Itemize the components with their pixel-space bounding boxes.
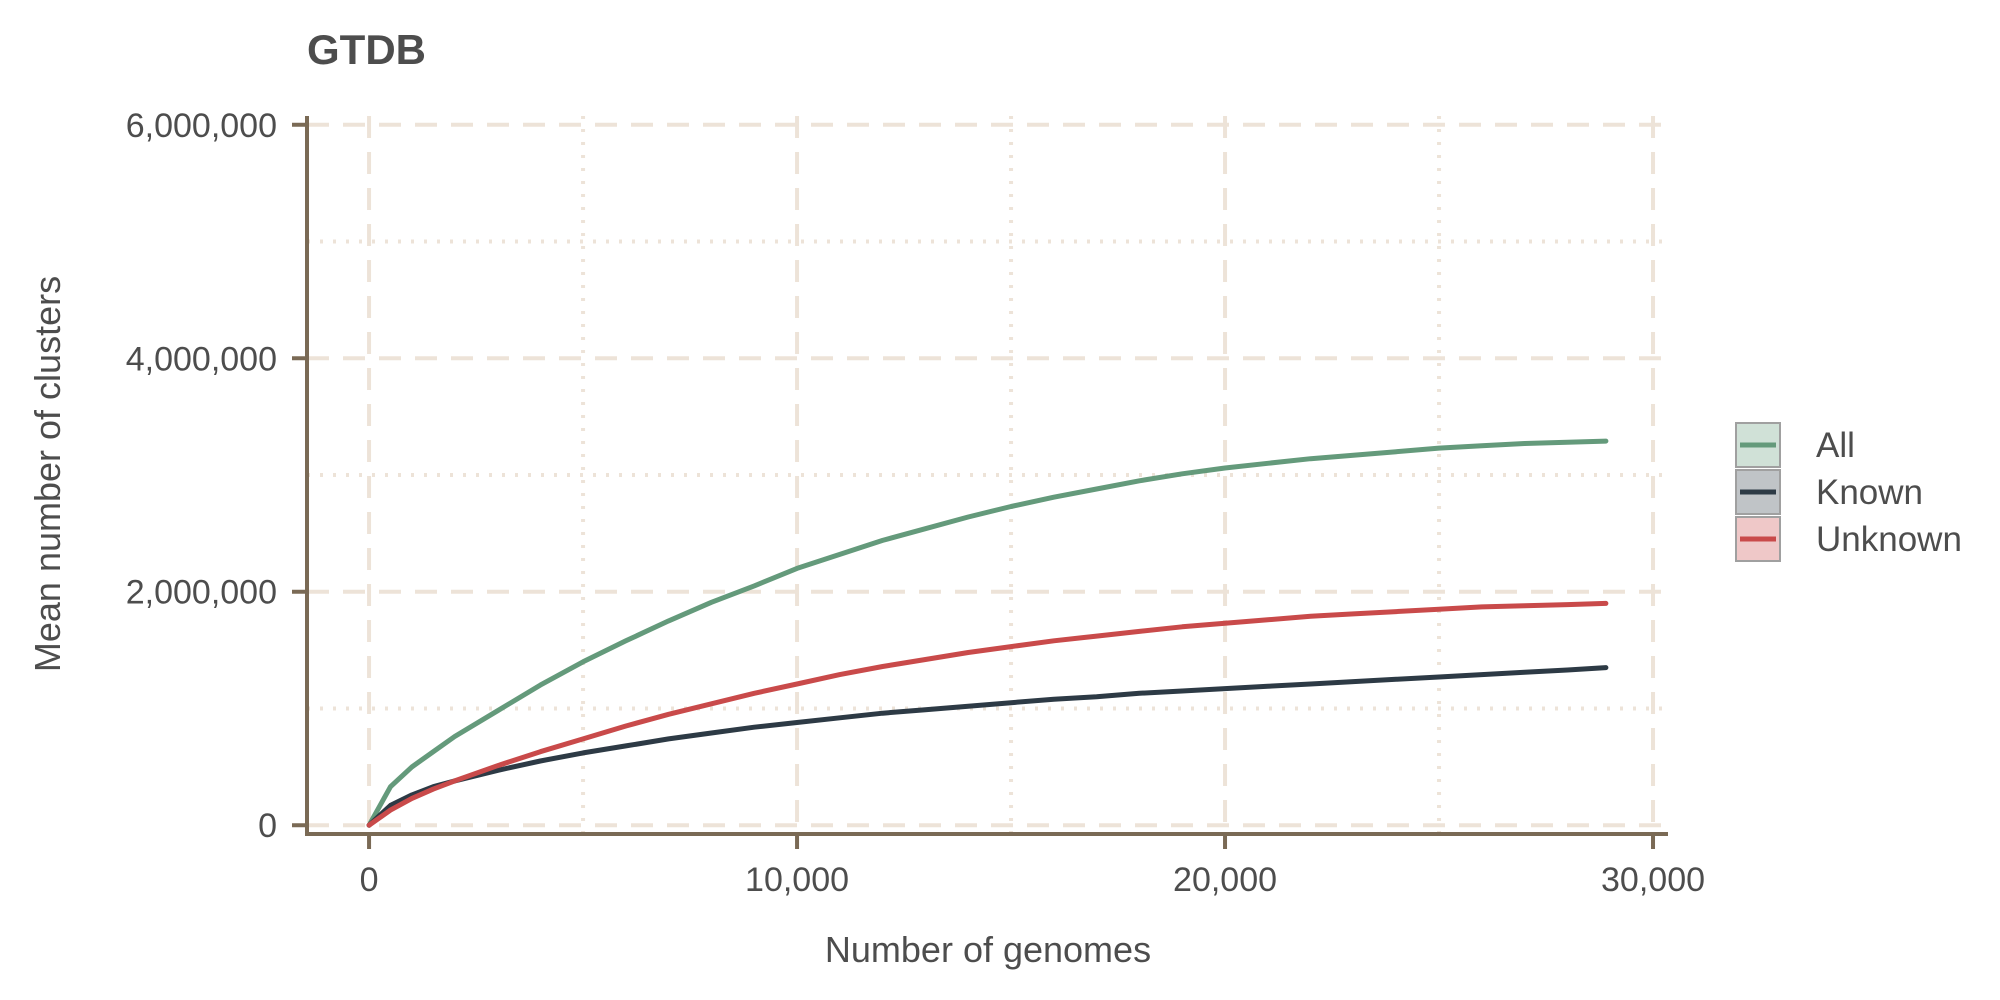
tick-labels: 0 2,000,000 4,000,000 6,000,000 0 10,000 20,00… [126, 107, 1705, 899]
series-line-known [366, 665, 1609, 828]
legend-label-unknown: Unknown [1816, 520, 1962, 559]
x-tick-label: 0 [360, 861, 379, 899]
y-tick-label: 2,000,000 [126, 574, 277, 612]
y-tick-label: 4,000,000 [126, 340, 277, 378]
grid [307, 116, 1668, 834]
legend-label-all: All [1816, 426, 1855, 465]
x-tick-label: 30,000 [1601, 861, 1705, 899]
series-line-all [366, 438, 1609, 828]
y-tick-label: 6,000,000 [126, 107, 277, 145]
x-tick-label: 10,000 [745, 861, 849, 899]
y-tick-label: 0 [258, 807, 277, 845]
series-line-unknown [366, 600, 1609, 828]
y-axis-title: Mean number of clusters [27, 276, 68, 672]
data-lines [366, 438, 1609, 828]
chart-title: GTDB [307, 26, 426, 73]
x-tick-label: 20,000 [1173, 861, 1277, 899]
x-axis-title: Number of genomes [825, 929, 1151, 970]
legend: All Known Unknown [1735, 422, 1962, 562]
legend-label-known: Known [1816, 473, 1923, 512]
axes [292, 116, 1668, 849]
